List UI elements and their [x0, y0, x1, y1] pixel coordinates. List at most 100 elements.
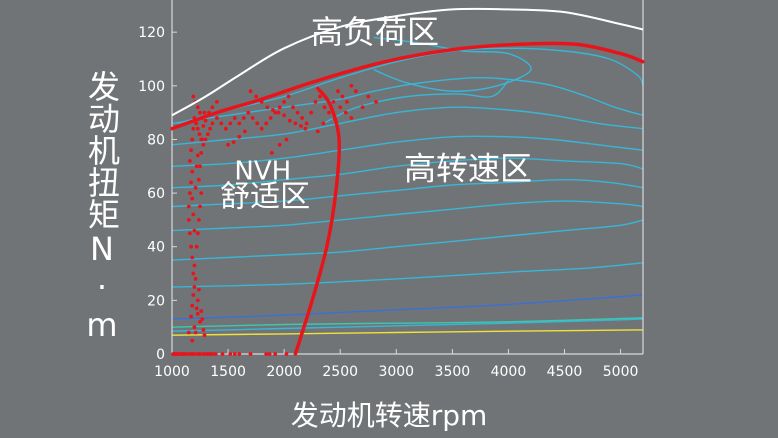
- operating-point: [291, 105, 295, 110]
- operating-point: [195, 126, 200, 131]
- operating-point: [327, 110, 331, 115]
- operating-point: [246, 110, 251, 115]
- operating-point: [366, 94, 371, 99]
- operating-point: [259, 126, 264, 131]
- operating-point: [300, 116, 304, 120]
- x-tick-label: 5000: [603, 364, 639, 380]
- operating-point: [186, 218, 191, 222]
- operating-point: [248, 352, 253, 356]
- operating-point: [188, 191, 192, 196]
- contour-line: [171, 262, 644, 288]
- y-tick-label: 120: [138, 25, 165, 41]
- operating-point: [206, 132, 210, 137]
- operating-point: [215, 100, 219, 104]
- operating-point: [199, 191, 204, 196]
- operating-point: [210, 121, 215, 126]
- x-axis-label: 发动机转速rpm: [290, 399, 488, 432]
- operating-point: [226, 142, 231, 147]
- operating-point: [237, 352, 242, 356]
- operating-point: [277, 105, 282, 110]
- max-torque-curve: [171, 7, 644, 117]
- annotation-nvh-1: NVH: [234, 157, 291, 187]
- x-tick-label: 3000: [378, 364, 414, 380]
- operating-point: [374, 100, 378, 104]
- operating-point: [192, 352, 197, 356]
- x-tick-label: 1000: [154, 364, 190, 380]
- operating-point: [189, 148, 194, 153]
- operating-point: [284, 137, 289, 142]
- operating-point: [203, 118, 208, 123]
- x-tick-label: 2500: [322, 364, 358, 380]
- operating-point: [349, 116, 354, 120]
- operating-point: [192, 285, 197, 289]
- operating-point: [188, 159, 192, 163]
- operating-point: [201, 142, 206, 147]
- contour-line: [171, 318, 644, 332]
- operating-point: [213, 352, 218, 356]
- operating-point: [271, 108, 275, 112]
- operating-point: [232, 116, 237, 120]
- y-tick-label: 80: [147, 132, 165, 148]
- operating-point: [197, 287, 201, 292]
- operating-point: [210, 352, 215, 356]
- region-boundaries: [170, 7, 645, 356]
- operating-point: [194, 121, 199, 126]
- operating-point: [202, 110, 207, 115]
- operating-point: [293, 121, 298, 126]
- operating-point: [269, 151, 274, 155]
- operating-point: [186, 204, 191, 209]
- operating-point: [194, 306, 199, 311]
- operating-point: [321, 121, 326, 126]
- operating-point: [228, 121, 233, 126]
- annotation-nvh-2: 舒适区: [220, 180, 310, 215]
- operating-point: [193, 185, 198, 190]
- operating-point: [228, 352, 233, 356]
- contour-line: [171, 317, 644, 328]
- operating-point: [190, 169, 195, 174]
- operating-point: [304, 121, 309, 126]
- operating-point: [241, 116, 246, 120]
- operating-point: [295, 110, 300, 115]
- operating-point: [336, 89, 340, 94]
- operating-point: [197, 218, 201, 222]
- operating-point: [318, 94, 322, 99]
- x-tick-label: 1500: [210, 364, 246, 380]
- operating-point: [191, 126, 196, 131]
- operating-point: [237, 121, 242, 126]
- operating-point: [198, 204, 202, 209]
- operating-point: [282, 100, 286, 104]
- operating-point: [186, 330, 191, 335]
- operating-point: [309, 110, 313, 115]
- operating-point: [188, 231, 192, 236]
- operating-point: [184, 352, 189, 356]
- operating-point: [276, 110, 281, 115]
- operating-point: [197, 132, 202, 137]
- operating-point: [286, 94, 291, 99]
- operating-point: [189, 244, 194, 249]
- annotation-high-speed: 高转速区: [404, 150, 532, 188]
- x-tick-label: 4500: [547, 364, 583, 380]
- operating-point: [194, 244, 199, 249]
- operating-point: [200, 317, 205, 321]
- operating-point: [208, 126, 213, 131]
- contour-line: [171, 157, 644, 189]
- operating-point: [199, 151, 204, 155]
- operating-point: [195, 298, 200, 303]
- x-tick-label: 3500: [435, 364, 471, 380]
- operating-point: [354, 89, 358, 94]
- operating-point: [198, 164, 202, 169]
- operating-point: [192, 325, 197, 330]
- operating-point: [349, 83, 354, 88]
- operating-point: [193, 330, 198, 335]
- operating-point: [190, 255, 195, 260]
- operating-point: [231, 140, 236, 145]
- operating-point: [268, 116, 273, 120]
- operating-point: [191, 293, 196, 297]
- operating-point: [191, 212, 196, 217]
- operating-point: [195, 231, 200, 236]
- contour-line: [323, 79, 509, 125]
- operating-point: [331, 100, 336, 104]
- operating-point: [340, 94, 345, 99]
